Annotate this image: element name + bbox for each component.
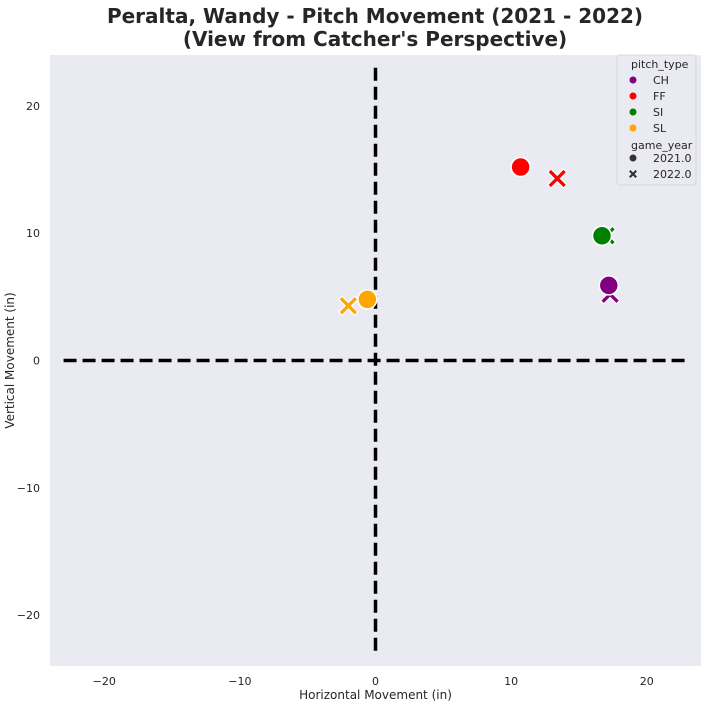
legend-label-si: SI xyxy=(653,106,663,119)
point-ch-2021 xyxy=(598,275,620,296)
point-ff-2021 xyxy=(510,156,531,178)
legend-label-ch: CH xyxy=(653,74,669,87)
legend: pitch_type game_year CH FF SI SL 2021.0 2022.… xyxy=(616,54,697,186)
legend-entries: CH FF SI SL 2021.0 2022.0 xyxy=(629,74,692,181)
legend-label-ff: FF xyxy=(653,90,666,103)
reference-lines xyxy=(63,67,688,654)
legend-label-year: 2022.0 xyxy=(653,168,692,181)
point-sl-2022 xyxy=(338,295,359,317)
chart-title-line2: (View from Catcher's Perspective) xyxy=(183,27,567,51)
legend-marker-circle xyxy=(629,154,637,162)
legend-marker-ch xyxy=(629,76,637,84)
y-tick-label: −20 xyxy=(17,609,40,622)
legend-label-sl: SL xyxy=(653,122,667,135)
legend-hue-title: pitch_type xyxy=(631,58,689,71)
chart-title-line1: Peralta, Wandy - Pitch Movement (2021 - … xyxy=(107,4,643,28)
legend-marker-ff xyxy=(629,92,637,100)
legend-box xyxy=(616,54,697,186)
x-axis-label: Horizontal Movement (in) xyxy=(299,688,452,702)
point-si-2021 xyxy=(591,225,613,247)
y-tick-label: 20 xyxy=(26,100,40,113)
y-tick-label: 0 xyxy=(33,355,40,368)
x-tick-label: 10 xyxy=(504,675,518,688)
x-axis-ticks: −20 −10 0 10 20 xyxy=(93,675,654,688)
y-tick-label: −10 xyxy=(17,482,40,495)
y-axis-ticks: −20 −10 0 10 20 xyxy=(17,100,40,622)
x-tick-label: 0 xyxy=(372,675,379,688)
point-sl-2021 xyxy=(357,289,378,310)
point-ff-2022 xyxy=(546,168,568,189)
legend-style-title: game_year xyxy=(631,139,693,152)
x-tick-label: −20 xyxy=(93,675,116,688)
legend-label-year: 2021.0 xyxy=(653,152,692,165)
legend-marker-si xyxy=(629,108,637,116)
legend-marker-x xyxy=(629,170,637,178)
x-tick-label: 20 xyxy=(640,675,654,688)
legend-marker-sl xyxy=(629,124,637,132)
y-axis-label: Vertical Movement (in) xyxy=(3,292,17,428)
data-points xyxy=(338,156,621,317)
y-tick-label: 10 xyxy=(26,227,40,240)
x-tick-label: −10 xyxy=(228,675,251,688)
